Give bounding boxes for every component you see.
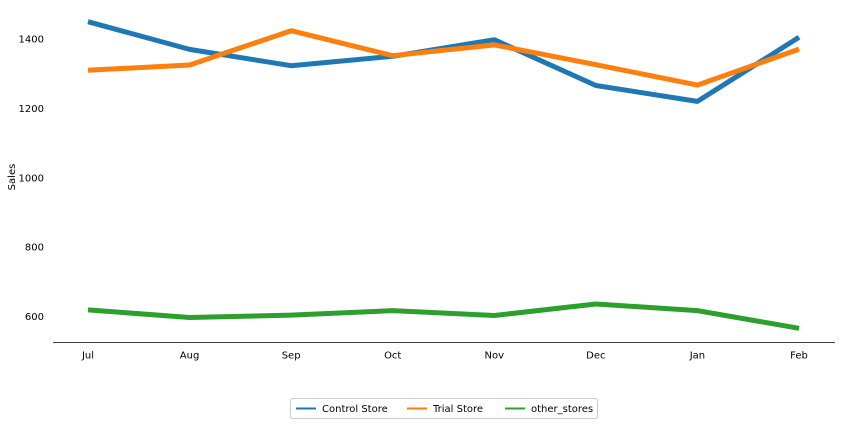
series-line-trial-store	[87, 28, 800, 88]
x-tick-label: Jan	[689, 351, 705, 362]
x-tick-label: Jul	[81, 351, 94, 362]
legend-frame	[290, 398, 598, 419]
legend-label: Trial Store	[432, 404, 483, 415]
x-tick-label: Oct	[384, 351, 401, 362]
y-tick-label: 1400	[19, 35, 44, 46]
x-tick-label: Dec	[586, 351, 605, 362]
x-tick-label: Nov	[485, 351, 505, 362]
y-tick-label: 600	[25, 312, 44, 323]
plot-area	[87, 19, 801, 331]
legend-entry: Control Store	[296, 404, 388, 415]
legend-label: other_stores	[531, 404, 593, 415]
x-tick-label: Sep	[282, 351, 301, 362]
legend-entry: Trial Store	[407, 404, 483, 415]
y-axis: 600 800 1000 1200 1400	[19, 35, 44, 324]
x-tick-label: Aug	[180, 351, 200, 362]
x-tick-label: Feb	[790, 351, 808, 362]
legend-label: Control Store	[322, 404, 388, 415]
legend: Control Store Trial Store other_stores	[290, 398, 598, 419]
y-tick-label: 800	[25, 243, 44, 254]
series-line-other-stores	[87, 301, 800, 331]
y-axis-label: Sales	[7, 164, 18, 191]
y-tick-label: 1200	[19, 104, 44, 115]
legend-entry: other_stores	[505, 404, 593, 415]
y-tick-label: 1000	[19, 173, 44, 184]
x-axis: Jul Aug Sep Oct Nov Dec Jan Feb	[81, 351, 808, 362]
